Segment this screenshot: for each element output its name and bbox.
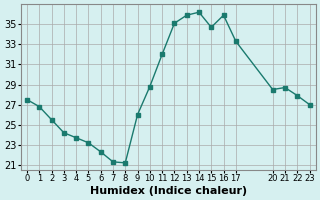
X-axis label: Humidex (Indice chaleur): Humidex (Indice chaleur) xyxy=(90,186,247,196)
